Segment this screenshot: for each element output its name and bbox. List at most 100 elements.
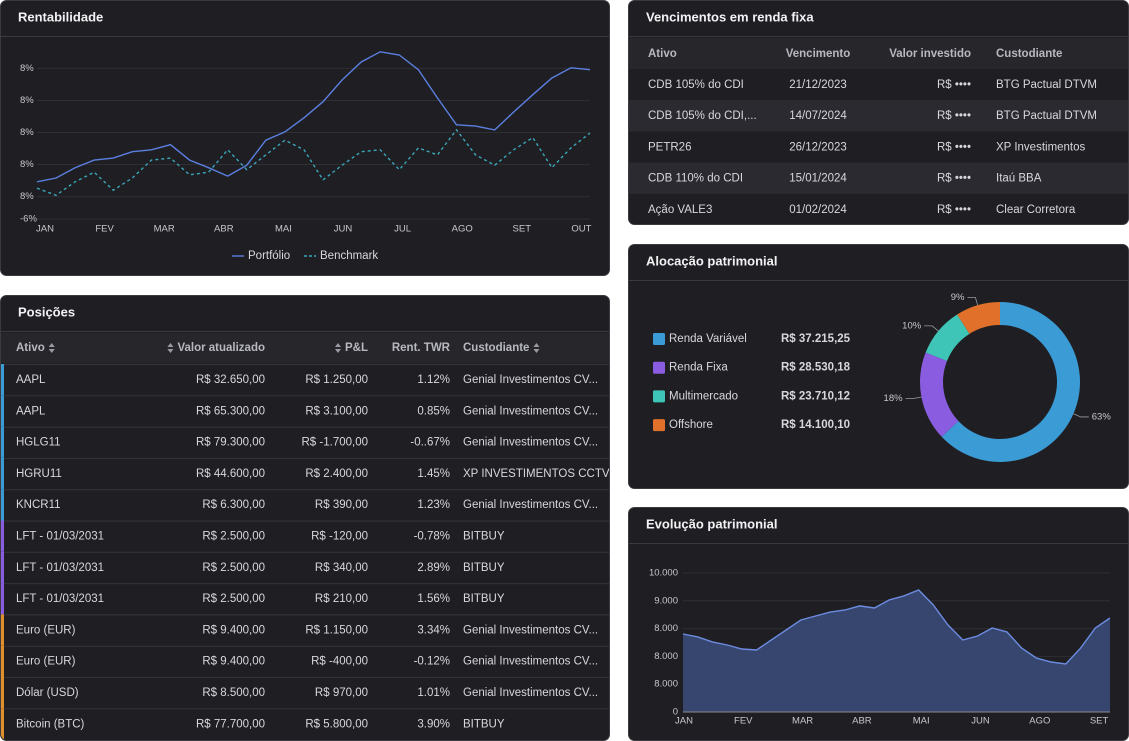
row-stripe xyxy=(1,395,4,427)
header-row xyxy=(629,38,1128,69)
x-tick-label: JUL xyxy=(394,224,411,235)
cell: 01/02/2024 xyxy=(789,204,847,216)
x-tick-label: SET xyxy=(513,224,532,235)
cell: 1.12% xyxy=(417,374,450,386)
sort-icon xyxy=(48,343,55,353)
panel-body: Ativo Vencimento Valor investido Custodiant… xyxy=(629,38,1128,216)
legend-amount: R$ 23.710,12 xyxy=(781,390,850,402)
cell: R$ 1.150,00 xyxy=(305,624,368,636)
cell: CDB 105% do CDI,... xyxy=(648,110,757,122)
cell: Genial Investimentos CV... xyxy=(463,687,598,699)
area-fill xyxy=(683,590,1110,712)
panel-title: Evolução patrimonial xyxy=(646,516,777,531)
cell: R$ 77.700,00 xyxy=(196,718,265,730)
panel-body: Ativo Valor atualizado P&L Rent. TWR Custodi… xyxy=(1,333,609,740)
cell: Genial Investimentos CV... xyxy=(463,374,598,386)
cell: R$ 2.500,00 xyxy=(202,562,265,574)
x-tick-label: JUN xyxy=(971,716,990,727)
cell: R$ 2.500,00 xyxy=(202,531,265,543)
cell: R$ 65.300,00 xyxy=(196,405,265,417)
x-tick-label: FEV xyxy=(734,716,753,727)
y-tick-label: 0 xyxy=(673,707,678,718)
cell: R$ 44.600,00 xyxy=(196,468,265,480)
legend-label: Multimercado xyxy=(669,390,738,402)
series-line xyxy=(36,128,591,197)
x-tick-label: FEV xyxy=(95,224,114,235)
cell: R$ 3.100,00 xyxy=(305,405,368,417)
cell: HGRU11 xyxy=(16,468,62,480)
cell: R$ 9.400,00 xyxy=(202,656,265,668)
legend-amount: R$ 28.530,18 xyxy=(781,362,851,374)
column-header: Vencimento xyxy=(786,48,851,60)
cell: 0.85% xyxy=(417,405,450,417)
header-row xyxy=(1,333,609,363)
cell: -0.78% xyxy=(414,531,450,543)
cell: Genial Investimentos CV... xyxy=(463,437,598,449)
column-header: Custodiante xyxy=(463,342,529,354)
column-header: Rent. TWR xyxy=(392,342,451,354)
row-stripe xyxy=(1,520,4,552)
row-stripe xyxy=(1,708,4,740)
cell: Genial Investimentos CV... xyxy=(463,405,598,417)
cell: PETR26 xyxy=(648,141,691,153)
legend-label: Benchmark xyxy=(320,250,378,262)
cell: Bitcoin (BTC) xyxy=(16,718,85,730)
cell: 3.34% xyxy=(417,624,450,636)
row-stripe xyxy=(1,677,4,709)
donut-segment xyxy=(920,352,959,437)
cell: Ação VALE3 xyxy=(648,204,712,216)
row-stripe xyxy=(1,457,4,490)
x-tick-label: JUN xyxy=(334,224,353,235)
data-label: 63% xyxy=(1092,411,1112,422)
cell: BITBUY xyxy=(463,718,505,730)
cell: BTG Pactual DTVM xyxy=(996,110,1097,122)
area-line xyxy=(682,589,1111,665)
cell: KNCR11 xyxy=(16,499,61,511)
column-header: P&L xyxy=(345,342,368,354)
column-header: Valor atualizado xyxy=(177,342,265,354)
x-tick-label: SET xyxy=(1090,716,1109,727)
x-tick-label: JAN xyxy=(675,716,693,727)
sort-icon xyxy=(335,343,341,353)
row-stripe xyxy=(1,645,4,677)
row-stripe xyxy=(1,614,4,646)
cell: R$ -120,00 xyxy=(311,531,368,543)
x-tick-label: ABR xyxy=(214,224,234,235)
cell: -0.12% xyxy=(414,656,450,668)
cell: BITBUY xyxy=(463,531,505,543)
row-bg xyxy=(629,162,1128,194)
label-leader xyxy=(1073,413,1089,418)
cell: LFT - 01/03/2031 xyxy=(16,593,104,605)
x-tick-label: MAI xyxy=(275,224,292,235)
cell: Genial Investimentos CV... xyxy=(463,499,598,511)
row-stripe xyxy=(1,551,4,584)
panel-title: Vencimentos em renda fixa xyxy=(646,9,814,24)
legend-label: Portfólio xyxy=(248,250,290,262)
y-tick-label: 8.000 xyxy=(654,623,678,634)
y-tick-label: 8.000 xyxy=(654,679,678,690)
cell: Itaú BBA xyxy=(996,173,1042,185)
cell: CDB 110% do CDI xyxy=(648,173,743,185)
cell: -0..67% xyxy=(410,437,450,449)
y-tick-label: -6% xyxy=(20,214,37,225)
cell: R$ 2.500,00 xyxy=(202,593,265,605)
y-tick-label: 8.000 xyxy=(654,651,678,662)
x-tick-label: JAN xyxy=(36,224,54,235)
cell: Genial Investimentos CV... xyxy=(463,656,598,668)
cell: R$ 79.300,00 xyxy=(196,437,265,449)
cell: R$ •••• xyxy=(937,110,971,122)
cell: R$ 2.400,00 xyxy=(305,468,368,480)
cell: 14/07/2024 xyxy=(789,110,847,122)
cell: R$ 8.500,00 xyxy=(202,687,265,699)
legend-label: Renda Variável xyxy=(669,333,747,345)
cell: R$ 390,00 xyxy=(315,499,368,511)
cell: Dólar (USD) xyxy=(16,687,79,699)
cell: 21/12/2023 xyxy=(789,79,847,91)
cell: BITBUY xyxy=(463,593,505,605)
donut-segment xyxy=(941,302,1081,462)
data-label: 10% xyxy=(902,320,922,331)
cell: R$ 32.650,00 xyxy=(196,374,265,386)
cell: BITBUY xyxy=(463,562,505,574)
cell: AAPL xyxy=(16,405,46,417)
cell: R$ 340,00 xyxy=(315,562,368,574)
